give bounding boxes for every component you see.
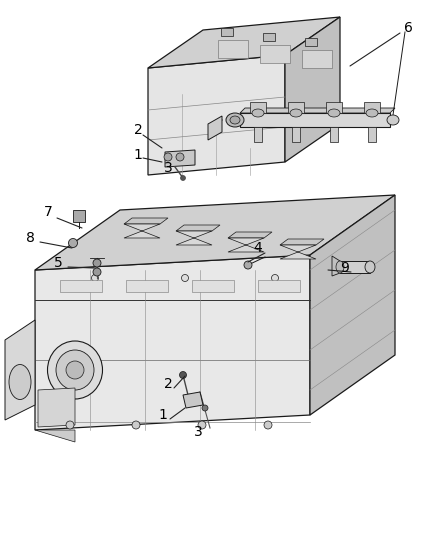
Polygon shape	[192, 280, 234, 292]
Polygon shape	[302, 50, 332, 68]
Circle shape	[164, 153, 172, 161]
Polygon shape	[221, 28, 233, 36]
Polygon shape	[288, 102, 304, 113]
Ellipse shape	[387, 115, 399, 125]
Circle shape	[176, 153, 184, 161]
Circle shape	[92, 274, 99, 281]
Text: 2: 2	[164, 377, 173, 391]
Circle shape	[244, 261, 252, 269]
Polygon shape	[35, 430, 75, 442]
Polygon shape	[148, 55, 285, 175]
Polygon shape	[73, 210, 85, 222]
Circle shape	[66, 421, 74, 429]
Polygon shape	[310, 195, 395, 415]
Polygon shape	[305, 38, 317, 46]
Text: 6: 6	[403, 21, 413, 35]
Polygon shape	[263, 33, 275, 41]
Polygon shape	[330, 127, 338, 142]
Polygon shape	[165, 150, 195, 167]
Ellipse shape	[230, 116, 240, 124]
Polygon shape	[208, 116, 222, 140]
Text: 5: 5	[53, 256, 62, 270]
Text: 2: 2	[134, 123, 142, 137]
Polygon shape	[124, 218, 168, 224]
Polygon shape	[285, 17, 340, 162]
Text: 1: 1	[159, 408, 167, 422]
Polygon shape	[254, 127, 262, 142]
Polygon shape	[60, 280, 102, 292]
Polygon shape	[240, 113, 390, 127]
Polygon shape	[280, 239, 324, 245]
Circle shape	[198, 421, 206, 429]
Text: 3: 3	[164, 161, 173, 175]
Circle shape	[93, 268, 101, 276]
Ellipse shape	[252, 109, 264, 117]
Ellipse shape	[9, 365, 31, 400]
Ellipse shape	[226, 113, 244, 127]
Polygon shape	[228, 232, 272, 238]
Polygon shape	[340, 261, 370, 273]
Text: 9: 9	[341, 261, 350, 275]
Circle shape	[93, 259, 101, 267]
Polygon shape	[183, 392, 203, 408]
Polygon shape	[35, 195, 395, 270]
Polygon shape	[5, 320, 35, 420]
Circle shape	[132, 421, 140, 429]
Polygon shape	[260, 45, 290, 63]
Text: 4: 4	[254, 241, 262, 255]
Text: 1: 1	[134, 148, 142, 162]
Circle shape	[180, 175, 186, 181]
Polygon shape	[124, 224, 160, 238]
Polygon shape	[258, 280, 300, 292]
Ellipse shape	[290, 109, 302, 117]
Ellipse shape	[365, 261, 375, 273]
Text: 8: 8	[25, 231, 35, 245]
Polygon shape	[364, 102, 380, 113]
Text: 3: 3	[194, 425, 202, 439]
Polygon shape	[240, 108, 395, 113]
Polygon shape	[280, 245, 316, 259]
Ellipse shape	[56, 350, 94, 390]
Circle shape	[264, 421, 272, 429]
Ellipse shape	[47, 341, 102, 399]
Polygon shape	[176, 225, 220, 231]
Ellipse shape	[66, 361, 84, 379]
Polygon shape	[126, 280, 168, 292]
Polygon shape	[148, 17, 340, 68]
Circle shape	[272, 274, 279, 281]
Polygon shape	[35, 255, 310, 430]
Circle shape	[181, 274, 188, 281]
Text: 7: 7	[44, 205, 53, 219]
Ellipse shape	[328, 109, 340, 117]
Ellipse shape	[336, 261, 344, 273]
Polygon shape	[292, 127, 300, 142]
Polygon shape	[228, 238, 264, 252]
Polygon shape	[38, 388, 75, 427]
Polygon shape	[218, 40, 248, 58]
Circle shape	[202, 405, 208, 411]
Polygon shape	[332, 256, 340, 276]
Polygon shape	[176, 231, 212, 245]
Polygon shape	[250, 102, 266, 113]
Polygon shape	[326, 102, 342, 113]
Polygon shape	[368, 127, 376, 142]
Circle shape	[68, 238, 78, 247]
Circle shape	[180, 372, 187, 378]
Ellipse shape	[366, 109, 378, 117]
